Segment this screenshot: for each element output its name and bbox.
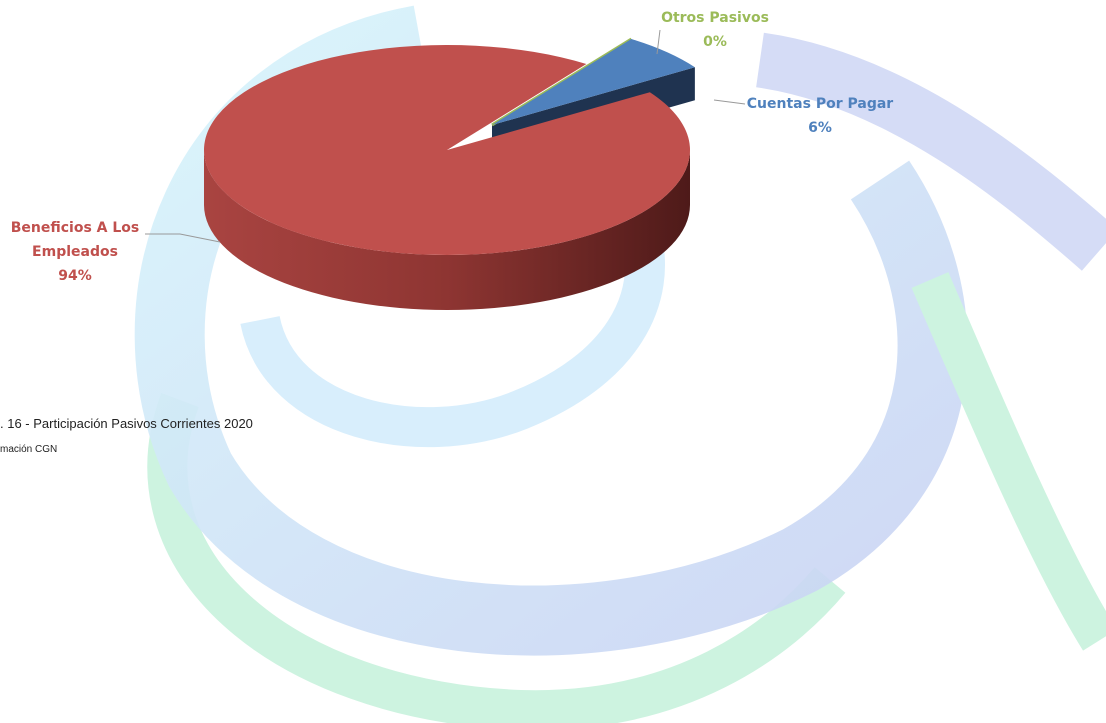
caption: . 16 - Participación Pasivos Corrientes … xyxy=(0,416,253,431)
category-label: Otros Pasivos xyxy=(661,10,769,26)
data-label: Otros Pasivos 0% xyxy=(640,6,790,54)
source: mación CGN xyxy=(0,444,58,455)
category-label: Cuentas Por Pagar xyxy=(746,96,894,112)
leader-line xyxy=(145,233,221,243)
data-label: Cuentas Por Pagar 6% xyxy=(740,92,900,140)
watermark xyxy=(134,5,1106,723)
slice xyxy=(492,38,695,125)
category-label: Beneficios A Los Empleados xyxy=(10,220,140,260)
leaders xyxy=(145,29,746,243)
slice xyxy=(203,44,690,255)
value-label: 6% xyxy=(808,120,832,136)
pie xyxy=(203,37,695,310)
value-label: 94% xyxy=(58,268,92,284)
leader-line xyxy=(656,29,661,55)
value-label: 0% xyxy=(703,34,727,50)
leader-line xyxy=(713,99,746,105)
data-label: Beneficios A Los Empleados 94% xyxy=(0,216,150,288)
slice-side xyxy=(204,150,690,310)
